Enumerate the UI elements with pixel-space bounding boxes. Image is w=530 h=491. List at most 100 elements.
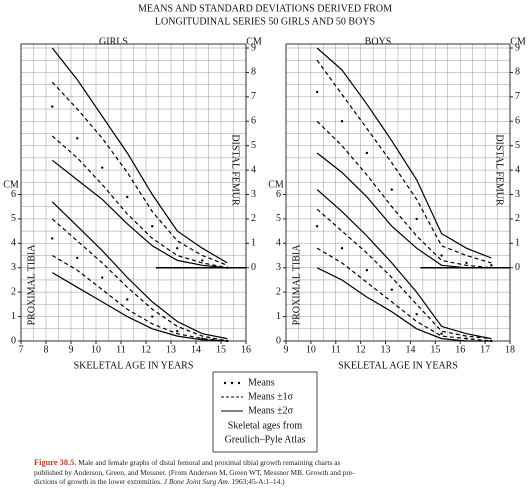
y2-axis-unit: CM	[246, 36, 262, 47]
x-tick-label: 12	[141, 344, 151, 355]
caption-line: Figure 38.5. Male and female graphs of d…	[34, 458, 524, 468]
mean-point	[51, 105, 54, 108]
y2-tick-label: 4	[515, 164, 520, 175]
y-tick-label: 2	[11, 286, 16, 297]
sd2-line	[51, 201, 228, 340]
legend-label: Means ±2σ	[248, 405, 294, 416]
x-tick-label: 10	[91, 344, 101, 355]
sd2-line	[316, 152, 492, 269]
x-tick-label: 8	[44, 344, 49, 355]
y2-tick-label: 6	[515, 116, 520, 127]
mean-point	[465, 261, 468, 265]
panel-title: GIRLS	[99, 36, 128, 47]
sd2-line	[316, 267, 492, 342]
mean-point	[315, 225, 319, 228]
mean-point	[101, 276, 104, 279]
x-axis-label: SKELETAL AGE IN YEARS	[338, 360, 458, 371]
legend-symbol	[237, 381, 241, 385]
mean-point	[126, 195, 129, 199]
mean-point	[390, 188, 393, 191]
legend: Means Means ±1σ Means ±2σ Skeletal ages …	[212, 371, 318, 453]
mean-point	[440, 332, 443, 335]
mean-point	[315, 90, 319, 94]
figure: MEANS AND STANDARD DEVIATIONS DERIVED FR…	[3, 3, 526, 453]
mean-point	[176, 247, 179, 250]
caption-label: Figure 38.5.	[34, 458, 77, 467]
y-tick-label: 5	[11, 213, 16, 224]
x-tick-label: 17	[480, 344, 490, 355]
sd1-line	[51, 218, 228, 342]
x-tick-label: 14	[405, 344, 415, 355]
figure-title: LONGITUDINAL SERIES 50 GIRLS AND 50 BOYS	[155, 16, 375, 27]
y2-axis-label: DISTAL FEMUR	[494, 134, 505, 206]
panel: 9 10 11 12 13 14 15 16 17 1801234560123456789BOYS…	[268, 36, 526, 371]
caption-journal: J Bone Joint Surg Am.	[163, 477, 230, 487]
mean-point	[176, 330, 179, 333]
mean-point	[365, 268, 369, 272]
legend-symbol	[230, 381, 234, 385]
mean-point	[340, 247, 344, 250]
x-tick-label: 7	[19, 344, 24, 355]
y2-tick-label: 5	[515, 140, 520, 151]
x-tick-label: 13	[381, 344, 391, 355]
y-axis-label: PROXIMAL TIBIA	[291, 244, 302, 326]
sd1-line	[316, 59, 492, 264]
caption-line: dictions of growth in the lower extremit…	[34, 477, 524, 487]
x-tick-label: 15	[430, 344, 440, 355]
y-axis-label: PROXIMAL TIBIA	[26, 244, 37, 326]
x-tick-label: 12	[356, 344, 366, 355]
sd1-line	[51, 254, 228, 342]
y2-tick-label: 7	[251, 91, 256, 102]
x-tick-label: 13	[166, 344, 176, 355]
y2-axis-label: DISTAL FEMUR	[230, 134, 241, 206]
caption-line: published by Anderson, Green, and Messne…	[34, 467, 355, 477]
y2-tick-label: 2	[515, 213, 520, 224]
sd1-line	[51, 81, 228, 266]
y-tick-label: 1	[11, 311, 16, 322]
y-tick-label: 4	[276, 238, 281, 249]
x-axis-label: SKELETAL AGE IN YEARS	[74, 360, 194, 371]
y-tick-label: 0	[11, 335, 16, 346]
y2-tick-label: 1	[515, 238, 520, 249]
caption-text: dictions of growth in the lower extremit…	[34, 477, 164, 487]
sd2-line	[51, 272, 228, 342]
y2-tick-label: 8	[515, 67, 520, 78]
y2-axis-unit: CM	[510, 36, 526, 47]
sd2-line	[316, 47, 492, 259]
mean-point	[151, 225, 154, 228]
legend-box	[212, 371, 318, 453]
plot-frame	[285, 43, 511, 342]
plot-frame	[20, 43, 247, 342]
y2-tick-label: 3	[515, 189, 520, 200]
mean-point	[201, 259, 204, 262]
y2-tick-label: 5	[251, 140, 256, 151]
y-tick-label: 5	[276, 213, 281, 224]
caption: Figure 38.5. Male and female graphs of d…	[34, 458, 524, 487]
y2-tick-label: 1	[251, 238, 256, 249]
caption-text: 1963;45-A:1–14.)	[229, 477, 285, 487]
y-axis-unit: CM	[268, 179, 284, 190]
sd1-line	[316, 247, 492, 342]
y-tick-label: 6	[276, 189, 281, 200]
mean-point	[415, 217, 418, 221]
mean-point	[365, 151, 369, 155]
x-tick-label: 16	[241, 344, 251, 355]
y-tick-label: 1	[276, 311, 281, 322]
mean-point	[490, 264, 493, 267]
legend-label: Means	[248, 377, 275, 388]
x-tick-label: 14	[191, 344, 201, 355]
panel: 7 8 9 10 11 12 13 14 15 1601234560123456789GIRLSC…	[3, 36, 262, 371]
sd2-line	[51, 47, 228, 264]
y-tick-label: 6	[11, 189, 16, 200]
mean-point	[415, 312, 418, 316]
y-tick-label: 3	[276, 262, 281, 273]
x-tick-label: 9	[69, 344, 74, 355]
sd2-line	[316, 189, 492, 340]
mean-point	[440, 254, 443, 257]
x-tick-label: 16	[455, 344, 465, 355]
mean-point	[151, 315, 154, 318]
legend-note: Skeletal ages from	[228, 420, 303, 431]
mean-point	[390, 288, 393, 291]
x-tick-label: 10	[306, 344, 316, 355]
